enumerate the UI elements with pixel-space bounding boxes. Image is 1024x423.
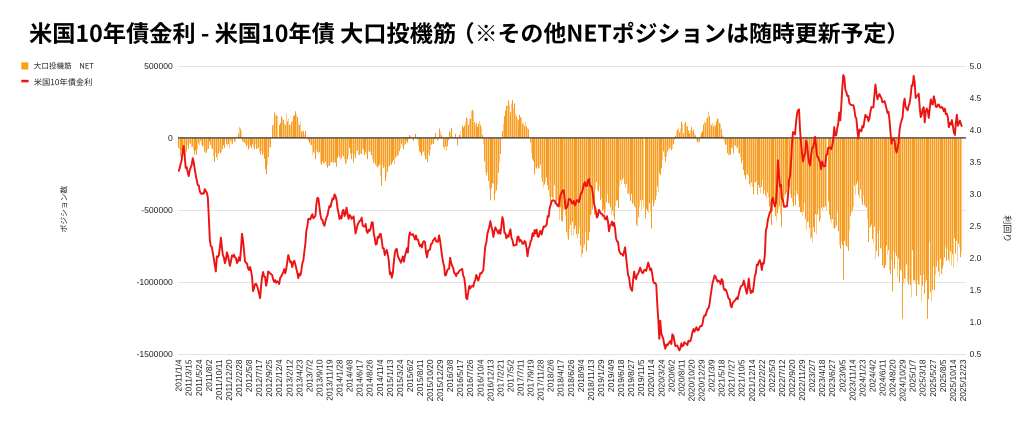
- svg-text:2019/6/18: 2019/6/18: [616, 359, 626, 397]
- svg-text:2014/11/4: 2014/11/4: [375, 359, 385, 396]
- svg-text:2024/6/11: 2024/6/11: [878, 359, 888, 396]
- svg-text:-1000000: -1000000: [136, 277, 173, 287]
- svg-text:0.5: 0.5: [970, 349, 982, 359]
- svg-text:2025/1/7: 2025/1/7: [908, 359, 918, 392]
- svg-text:2018/2/6: 2018/2/6: [546, 359, 556, 392]
- svg-text:2014/1/28: 2014/1/28: [335, 359, 345, 397]
- svg-text:2012/9/25: 2012/9/25: [264, 359, 274, 397]
- svg-text:2018/4/17: 2018/4/17: [556, 359, 566, 397]
- svg-text:1.5: 1.5: [970, 285, 982, 295]
- svg-text:2012/12/4: 2012/12/4: [274, 359, 284, 397]
- svg-text:2013/2/12: 2013/2/12: [284, 359, 294, 397]
- svg-text:2022/9/20: 2022/9/20: [787, 359, 797, 397]
- svg-text:2022/7/12: 2022/7/12: [777, 359, 787, 397]
- svg-text:2025/5/27: 2025/5/27: [928, 359, 938, 397]
- svg-text:500000: 500000: [144, 61, 173, 71]
- svg-text:2.5: 2.5: [970, 221, 982, 231]
- svg-text:2023/2/7: 2023/2/7: [807, 359, 817, 392]
- svg-text:2016/5/17: 2016/5/17: [455, 359, 465, 397]
- svg-text:2024/10/29: 2024/10/29: [898, 359, 908, 401]
- svg-text:2017/5/2: 2017/5/2: [506, 359, 516, 392]
- svg-text:2016/3/8: 2016/3/8: [445, 359, 455, 392]
- svg-text:2015/12/29: 2015/12/29: [435, 359, 445, 401]
- svg-text:2019/1/29: 2019/1/29: [596, 359, 606, 397]
- svg-text:2021/12/14: 2021/12/14: [747, 359, 757, 401]
- svg-text:2016/12/13: 2016/12/13: [485, 359, 495, 401]
- svg-text:2015/10/20: 2015/10/20: [425, 359, 435, 401]
- svg-text:2017/9/19: 2017/9/19: [526, 359, 536, 397]
- svg-text:3.0: 3.0: [970, 189, 982, 199]
- svg-text:2012/2/28: 2012/2/28: [234, 359, 244, 397]
- svg-text:2022/11/29: 2022/11/29: [797, 359, 807, 401]
- svg-text:2015/1/13: 2015/1/13: [385, 359, 395, 397]
- svg-text:2024/8/20: 2024/8/20: [888, 359, 898, 397]
- svg-text:2019/4/9: 2019/4/9: [606, 359, 616, 392]
- svg-text:2023/9/5: 2023/9/5: [837, 359, 847, 392]
- svg-text:2018/9/4: 2018/9/4: [576, 359, 586, 392]
- svg-text:2011/3/15: 2011/3/15: [184, 359, 194, 396]
- svg-text:2025/12/23: 2025/12/23: [958, 359, 968, 401]
- svg-text:-500000: -500000: [141, 205, 173, 215]
- svg-text:2022/2/22: 2022/2/22: [757, 359, 767, 397]
- svg-text:-1500000: -1500000: [136, 349, 173, 359]
- svg-text:2021/10/5: 2021/10/5: [737, 359, 747, 397]
- svg-text:2020/3/24: 2020/3/24: [656, 359, 666, 397]
- svg-text:3.5: 3.5: [970, 157, 982, 167]
- svg-text:2019/8/27: 2019/8/27: [626, 359, 636, 397]
- svg-text:2013/9/10: 2013/9/10: [314, 359, 324, 397]
- svg-text:2020/12/29: 2020/12/29: [697, 359, 707, 401]
- svg-text:2019/11/5: 2019/11/5: [636, 359, 646, 396]
- svg-text:4.0: 4.0: [970, 125, 982, 135]
- svg-text:1.0: 1.0: [970, 317, 982, 327]
- svg-text:2011/12/20: 2011/12/20: [224, 359, 234, 401]
- svg-text:2015/3/24: 2015/3/24: [395, 359, 405, 397]
- svg-text:2015/8/11: 2015/8/11: [415, 359, 425, 396]
- svg-text:2013/4/23: 2013/4/23: [294, 359, 304, 397]
- svg-text:2025/8/5: 2025/8/5: [938, 359, 948, 392]
- svg-text:2012/7/17: 2012/7/17: [254, 359, 264, 397]
- svg-text:2021/5/18: 2021/5/18: [717, 359, 727, 397]
- svg-text:2011/5/24: 2011/5/24: [194, 359, 204, 396]
- svg-text:5.0: 5.0: [970, 61, 982, 71]
- svg-text:2023/6/27: 2023/6/27: [827, 359, 837, 397]
- svg-text:2012/5/8: 2012/5/8: [244, 359, 254, 392]
- svg-text:2017/2/21: 2017/2/21: [495, 359, 505, 397]
- svg-text:2017/11/28: 2017/11/28: [536, 359, 546, 401]
- svg-text:2014/6/17: 2014/6/17: [355, 359, 365, 397]
- svg-text:2021/3/9: 2021/3/9: [707, 359, 717, 392]
- svg-text:4.5: 4.5: [970, 93, 982, 103]
- svg-text:2.0: 2.0: [970, 253, 982, 263]
- svg-text:2025/3/18: 2025/3/18: [918, 359, 928, 397]
- svg-text:2023/11/14: 2023/11/14: [847, 359, 857, 401]
- svg-text:2013/11/19: 2013/11/19: [325, 359, 335, 401]
- svg-text:2021/7/27: 2021/7/27: [727, 359, 737, 397]
- svg-text:2016/7/26: 2016/7/26: [465, 359, 475, 397]
- svg-text:2011/1/4: 2011/1/4: [174, 359, 184, 391]
- svg-text:2014/8/26: 2014/8/26: [365, 359, 375, 397]
- svg-text:2016/10/4: 2016/10/4: [475, 359, 485, 397]
- svg-text:2020/6/2: 2020/6/2: [666, 359, 676, 392]
- svg-text:2011/8/2: 2011/8/2: [204, 359, 214, 391]
- svg-text:2017/7/11: 2017/7/11: [516, 359, 526, 396]
- svg-text:2022/5/3: 2022/5/3: [767, 359, 777, 392]
- svg-text:2023/4/18: 2023/4/18: [817, 359, 827, 397]
- svg-text:2025/10/14: 2025/10/14: [948, 359, 958, 401]
- svg-text:2020/10/20: 2020/10/20: [687, 359, 697, 401]
- svg-text:2018/6/26: 2018/6/26: [566, 359, 576, 397]
- svg-text:2011/10/11: 2011/10/11: [214, 359, 224, 400]
- svg-text:2018/11/13: 2018/11/13: [586, 359, 596, 401]
- svg-text:2020/8/11: 2020/8/11: [676, 359, 686, 396]
- svg-text:2020/1/14: 2020/1/14: [646, 359, 656, 397]
- svg-text:2014/4/8: 2014/4/8: [345, 359, 355, 392]
- svg-text:2013/7/2: 2013/7/2: [304, 359, 314, 392]
- svg-text:0: 0: [168, 133, 173, 143]
- svg-text:2015/6/2: 2015/6/2: [405, 359, 415, 392]
- svg-text:2024/4/2: 2024/4/2: [867, 359, 877, 392]
- svg-text:2024/1/23: 2024/1/23: [857, 359, 867, 397]
